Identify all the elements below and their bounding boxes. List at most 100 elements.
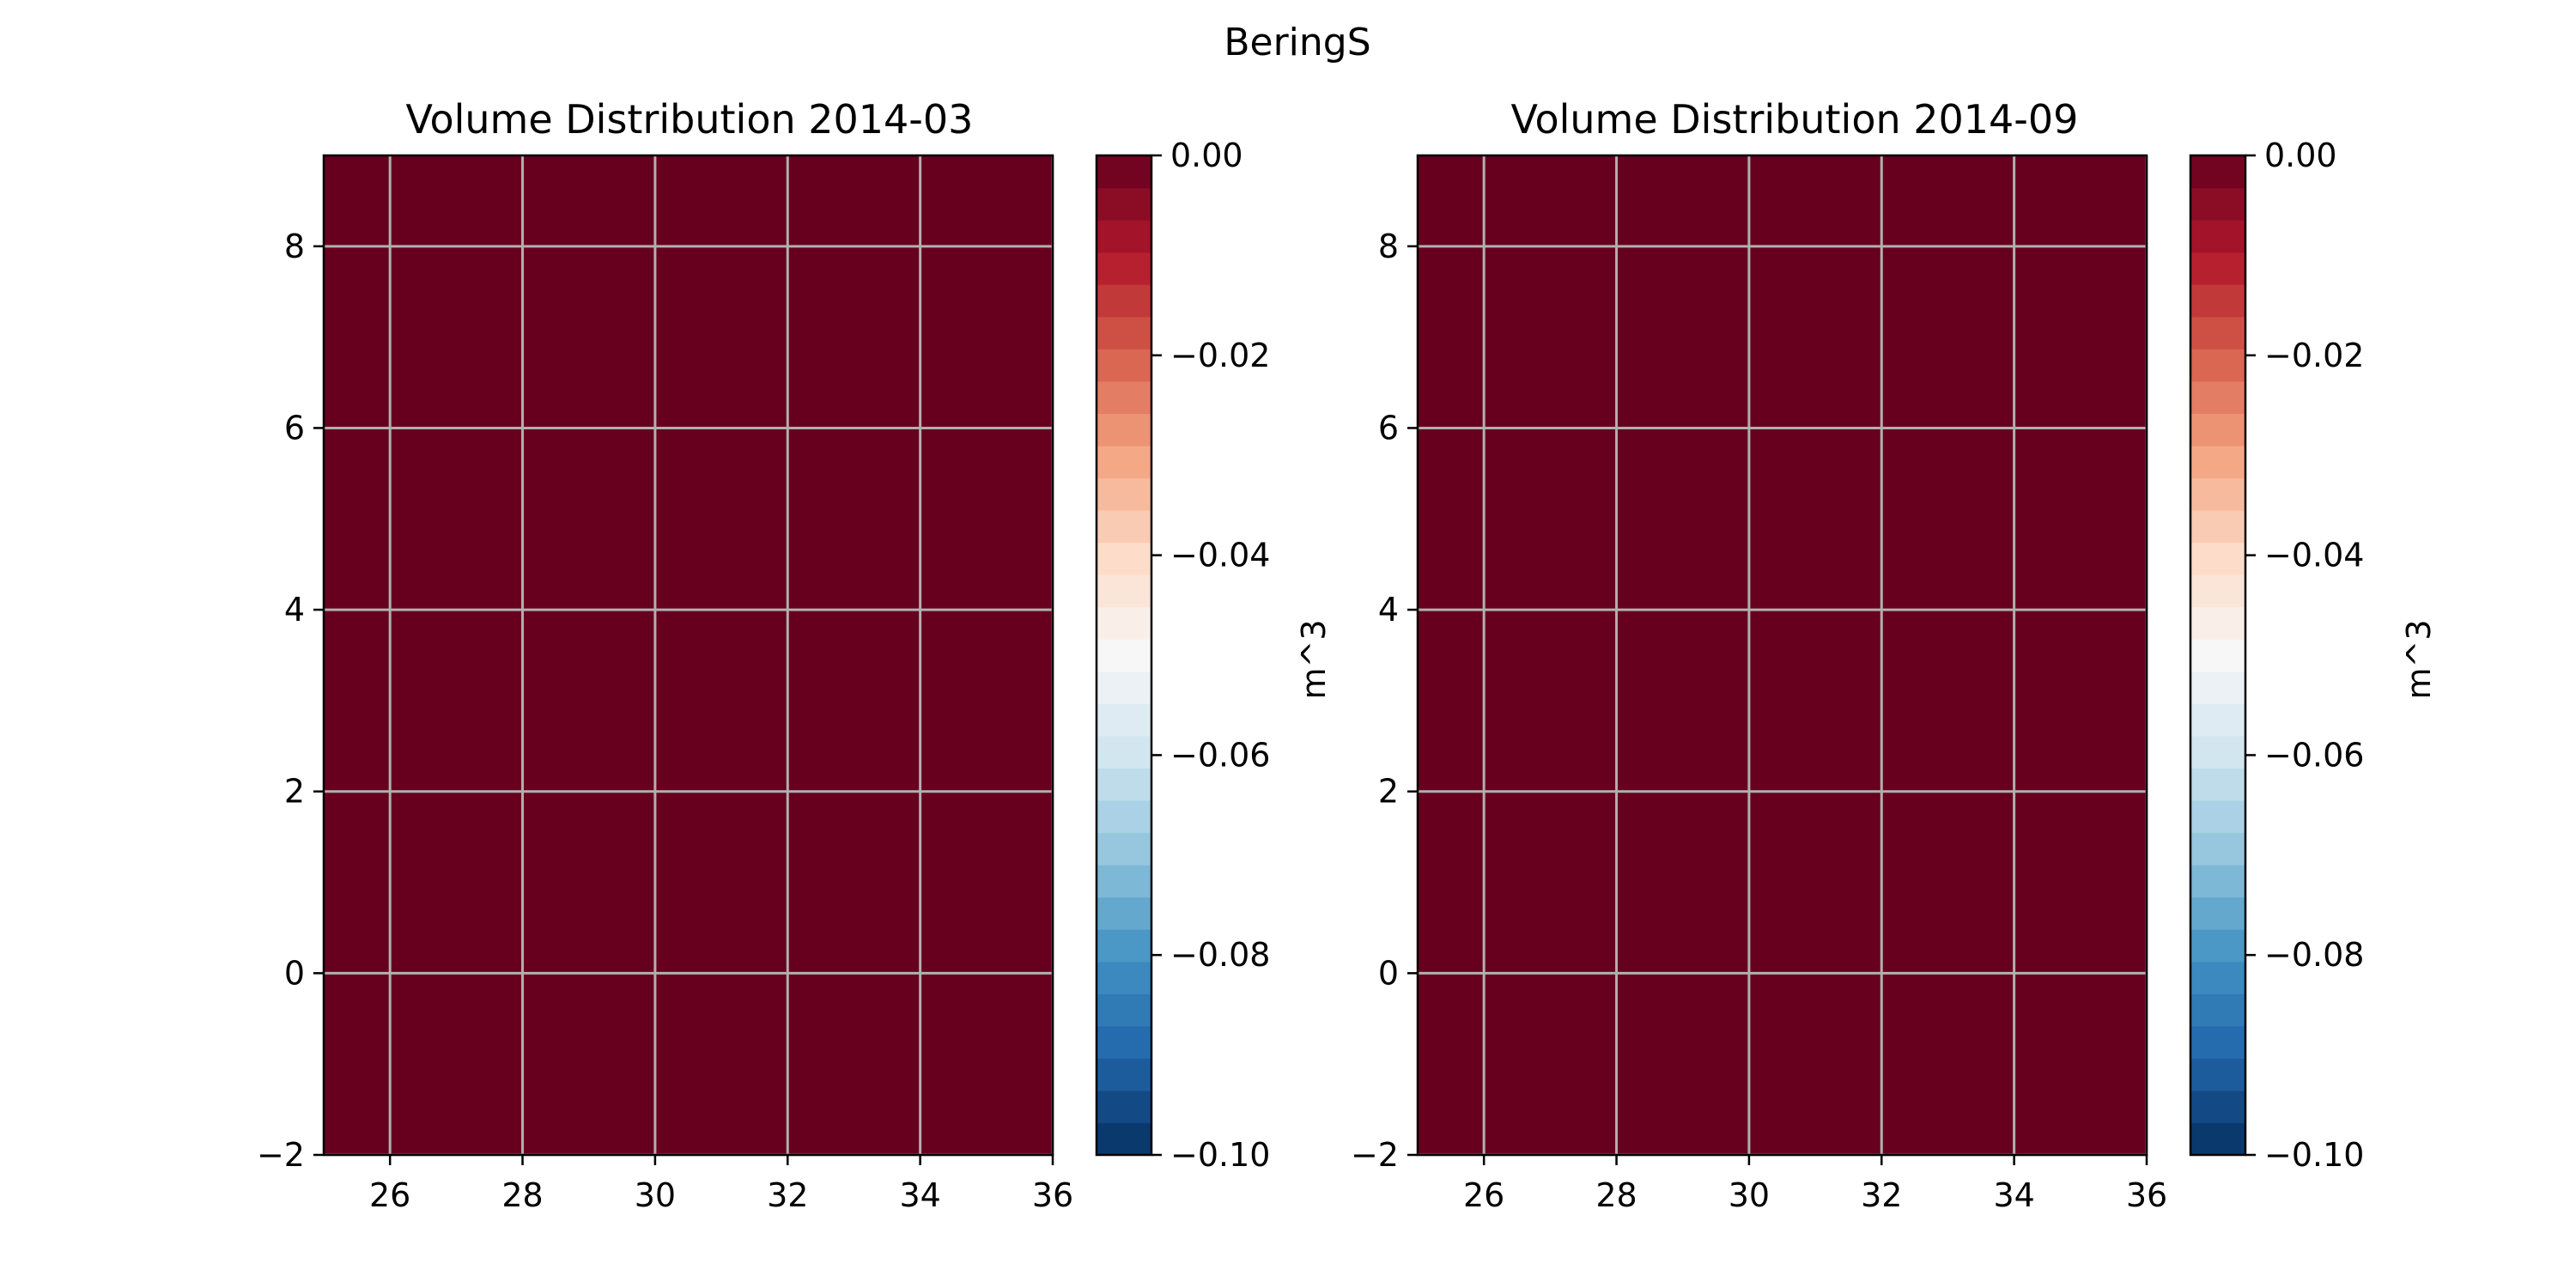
colorbar-segment [1097, 671, 1151, 704]
colorbar-segment [1097, 413, 1151, 447]
colorbar-segment [2190, 993, 2245, 1027]
colorbar-segment [1097, 639, 1151, 672]
colorbar-segment [2190, 349, 2245, 382]
colorbar-segment [2190, 155, 2245, 189]
colorbar-segment [2190, 445, 2245, 479]
colorbar-segment [1097, 735, 1151, 769]
colorbar-tick-label: −0.04 [1170, 537, 1270, 574]
colorbar-segment [1097, 606, 1151, 640]
colorbar-tick-label: −0.08 [1170, 936, 1270, 974]
colorbar-segment [2190, 961, 2245, 994]
colorbar-segment [2190, 1025, 2245, 1059]
colorbar-tick-label: −0.10 [2264, 1136, 2364, 1174]
colorbar-segment [1097, 220, 1151, 253]
x-tick-label: 26 [1463, 1176, 1504, 1214]
colorbar-segment [1097, 187, 1151, 221]
x-tick-label: 32 [1861, 1176, 1902, 1214]
panel-title: Volume Distribution 2014-03 [406, 96, 974, 143]
y-tick-label: 2 [284, 773, 305, 811]
colorbar-tick-label: −0.04 [2264, 537, 2364, 574]
colorbar-frame [1095, 154, 1153, 1157]
colorbar-segment [2190, 574, 2245, 608]
colorbar-segment [1097, 477, 1151, 511]
colorbar-segment [2190, 929, 2245, 963]
colorbar-segment [1097, 799, 1151, 834]
colorbar-segment [1097, 349, 1151, 382]
x-tick-label: 28 [1595, 1176, 1637, 1214]
colorbar-segment [2190, 542, 2245, 575]
colorbar-segment [2190, 1058, 2245, 1091]
colorbar-segment [2190, 252, 2245, 285]
colorbar: 0.00 −0.02 −0.04 −0.06 −0.08 −0.10 [2189, 137, 2364, 1174]
y-tick-label: 2 [1378, 773, 1399, 811]
y-tick-label: 8 [1378, 228, 1399, 265]
colorbar-segment [2190, 799, 2245, 834]
colorbar-segment [1097, 1025, 1151, 1059]
colorbar-label: m^3 [1295, 619, 1333, 699]
colorbar-segment [1097, 284, 1151, 318]
colorbar-segment [2190, 703, 2245, 737]
colorbar-segment [2190, 1090, 2245, 1124]
x-tick-label: 28 [501, 1176, 543, 1214]
colorbar-segment [1097, 929, 1151, 963]
colorbar-segment [1097, 768, 1151, 801]
y-tick-label: 4 [1378, 591, 1399, 629]
colorbar-segment [2190, 639, 2245, 672]
y-tick-label: 6 [284, 409, 305, 447]
x-tick-label: 32 [767, 1176, 808, 1214]
y-tick-label: −2 [1351, 1136, 1399, 1174]
colorbar-segment [1097, 542, 1151, 575]
colorbar-segment [2190, 606, 2245, 640]
y-tick-label: 8 [284, 228, 305, 265]
colorbar-segment [1097, 961, 1151, 994]
colorbar-label: m^3 [2400, 619, 2438, 699]
colorbar-segment [2190, 380, 2245, 414]
colorbar-segment [2190, 1122, 2245, 1156]
colorbar-segment [1097, 155, 1151, 189]
heatmap-field [324, 155, 1053, 1155]
x-tick-label: 36 [2126, 1176, 2167, 1214]
colorbar-segment [1097, 703, 1151, 737]
x-tick-label: 26 [369, 1176, 410, 1214]
colorbar-segment [2190, 510, 2245, 544]
heatmap-field [1418, 155, 2147, 1155]
colorbar-segment [2190, 413, 2245, 447]
colorbar-segment [2190, 735, 2245, 769]
colorbar-segment [1097, 993, 1151, 1027]
colorbar-tick-label: −0.10 [1170, 1136, 1270, 1174]
colorbar-tick-label: −0.08 [2264, 936, 2364, 974]
colorbar-tick-label: −0.06 [1170, 736, 1270, 774]
colorbar-segment [1097, 445, 1151, 479]
axes-frame [1416, 154, 2148, 1157]
plot-area: 26 28 30 32 34 36 −2 0 2 4 6 8 [257, 154, 1073, 1214]
colorbar-tick-label: −0.02 [1170, 337, 1270, 374]
y-tick-label: −2 [257, 1136, 305, 1174]
y-tick-label: 4 [284, 591, 305, 629]
colorbar-tick-label: −0.06 [2264, 736, 2364, 774]
x-tick-label: 36 [1032, 1176, 1073, 1214]
colorbar-segment [1097, 1122, 1151, 1156]
axes-frame [322, 154, 1054, 1157]
plot-area: 26 28 30 32 34 36 −2 0 2 4 6 8 [1351, 154, 2167, 1214]
colorbar-tick-label: 0.00 [2264, 137, 2337, 174]
colorbar-segment [2190, 477, 2245, 511]
colorbar-tick-label: −0.02 [2264, 337, 2364, 374]
colorbar-segment [2190, 671, 2245, 704]
colorbar-segment [1097, 574, 1151, 608]
y-tick-label: 0 [284, 954, 305, 992]
colorbar-tick-label: 0.00 [1170, 137, 1243, 174]
colorbar-frame [2189, 154, 2247, 1157]
figure-title: BeringS [1224, 21, 1370, 64]
y-tick-label: 0 [1378, 954, 1399, 992]
colorbar-segment [2190, 896, 2245, 930]
colorbar: 0.00 −0.02 −0.04 −0.06 −0.08 −0.10 [1095, 137, 1270, 1174]
x-tick-label: 30 [635, 1176, 676, 1214]
colorbar-segment [2190, 187, 2245, 221]
colorbar-segment [1097, 832, 1151, 866]
y-tick-label: 6 [1378, 409, 1399, 447]
colorbar-segment [1097, 316, 1151, 349]
colorbar-segment [2190, 316, 2245, 349]
colorbar-segment [1097, 896, 1151, 930]
colorbar-segment [2190, 220, 2245, 253]
colorbar-segment [2190, 284, 2245, 318]
